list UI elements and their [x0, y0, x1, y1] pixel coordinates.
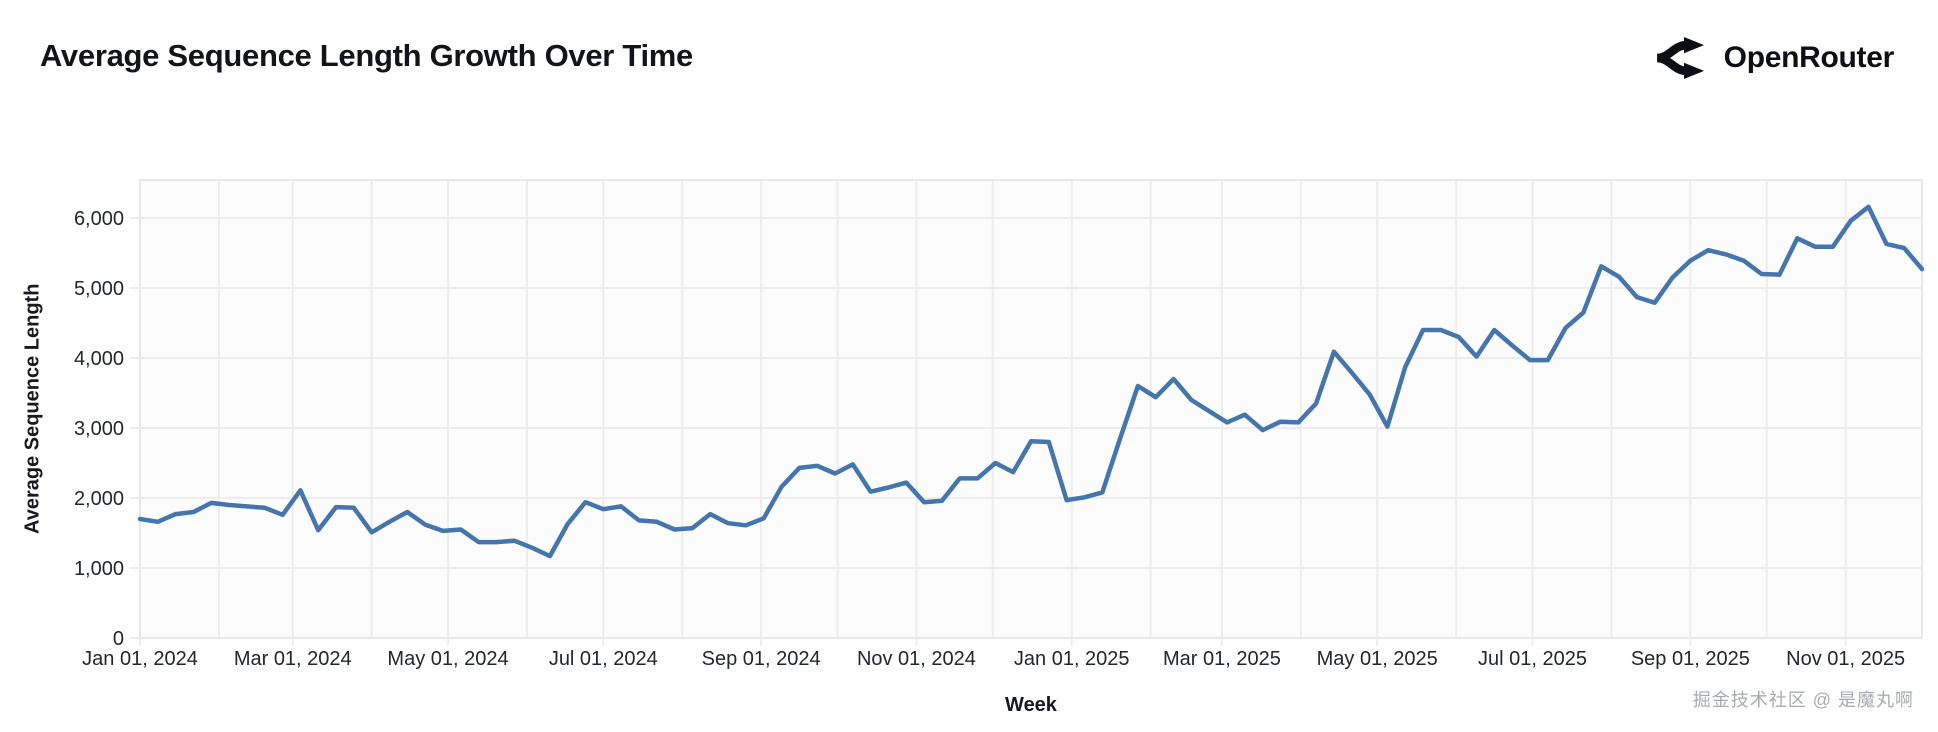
x-tick-label: May 01, 2025 — [1317, 648, 1438, 670]
y-tick-label: 4,000 — [74, 348, 124, 370]
y-tick-label: 0 — [113, 628, 124, 650]
x-tick-label: Nov 01, 2024 — [857, 648, 976, 670]
x-axis-title: Week — [1005, 694, 1057, 716]
y-axis-title: Average Sequence Length — [21, 283, 44, 535]
y-tick-label: 5,000 — [74, 278, 124, 300]
openrouter-logo: OpenRouter — [1655, 36, 1894, 80]
plot-border — [139, 179, 1923, 639]
y-tick-label: 3,000 — [74, 418, 124, 440]
x-tick-label: Sep 01, 2025 — [1631, 648, 1750, 670]
x-tick-label: Sep 01, 2024 — [702, 648, 821, 670]
x-tick-label: Jan 01, 2025 — [1014, 648, 1130, 670]
openrouter-logo-text: OpenRouter — [1723, 41, 1895, 74]
y-tick-label: 1,000 — [74, 558, 124, 580]
x-tick-label: Nov 01, 2025 — [1786, 648, 1905, 670]
openrouter-icon — [1656, 36, 1704, 80]
x-tick-label: Mar 01, 2024 — [234, 648, 352, 670]
x-tick-label: Jan 01, 2024 — [82, 648, 198, 670]
plot-area — [140, 180, 1922, 638]
x-tick-label: May 01, 2024 — [387, 648, 508, 670]
y-tick-label: 6,000 — [74, 208, 124, 230]
x-tick-label: Jul 01, 2025 — [1478, 648, 1587, 670]
watermark: 掘金技术社区 @ 是魔丸啊 — [1692, 690, 1914, 710]
x-tick-label: Mar 01, 2025 — [1163, 648, 1281, 670]
chart-title: Average Sequence Length Growth Over Time — [40, 38, 693, 73]
x-tick-label: Jul 01, 2024 — [549, 648, 658, 670]
series-line-average-sequence-length — [137, 204, 1925, 559]
y-tick-label: 2,000 — [74, 488, 124, 510]
